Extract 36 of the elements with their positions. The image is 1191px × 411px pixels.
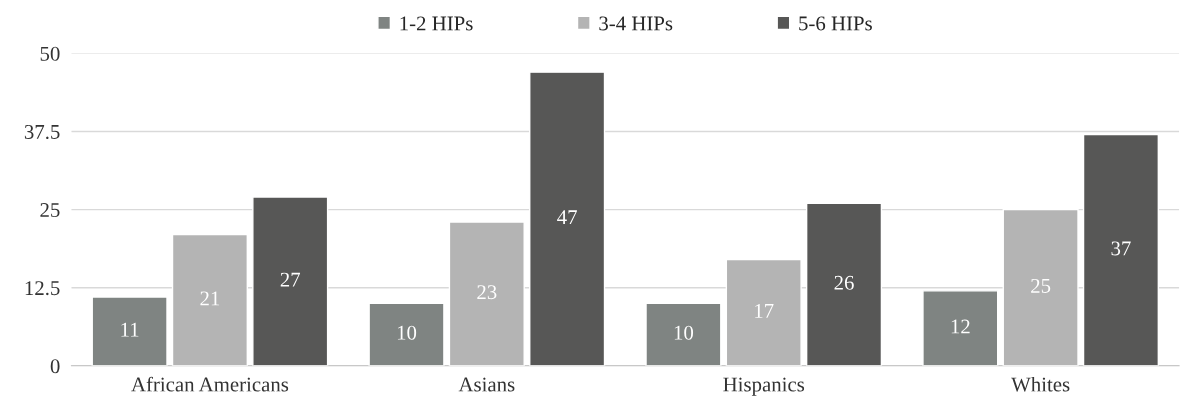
legend-label: 1-2 HIPs: [400, 16, 473, 31]
data-label: 26: [834, 275, 854, 290]
data-label: 17: [755, 303, 774, 318]
data-label: 47: [557, 210, 577, 224]
bar: [645, 302, 722, 366]
data-label: 11: [121, 322, 139, 337]
bar: [529, 71, 606, 366]
bar: [922, 290, 999, 366]
bar: [171, 233, 248, 366]
legend-label: 3-4 HIPs: [599, 16, 673, 31]
bar: [448, 221, 525, 366]
bar: [1082, 133, 1160, 366]
data-label: 10: [674, 325, 694, 340]
y-tick-label: 25: [40, 203, 60, 218]
data-label: 21: [200, 291, 220, 306]
y-tick-label: 12.5: [25, 281, 60, 296]
x-tick-label: Hispanics: [723, 377, 805, 396]
x-tick-label: Whites: [1011, 376, 1070, 392]
bar: [368, 302, 445, 366]
data-label: 25: [1031, 278, 1051, 293]
legend-label: 5-6 HIPs: [799, 16, 872, 31]
x-tick-label: Asians: [458, 377, 515, 392]
bar: [252, 196, 329, 366]
y-tick-label: 50: [40, 46, 60, 61]
data-label: 10: [397, 325, 417, 340]
bar: [1002, 208, 1079, 366]
data-label: 27: [280, 272, 301, 287]
data-label: 23: [477, 285, 497, 300]
bar: [91, 296, 168, 366]
bar: [725, 258, 802, 366]
y-tick-label: 0: [50, 359, 60, 374]
data-label: 37: [1111, 241, 1131, 256]
y-tick-label: 37.5: [24, 124, 60, 140]
data-label: 12: [951, 319, 970, 334]
x-tick-label: African Americans: [131, 376, 289, 392]
bar: [805, 202, 883, 366]
